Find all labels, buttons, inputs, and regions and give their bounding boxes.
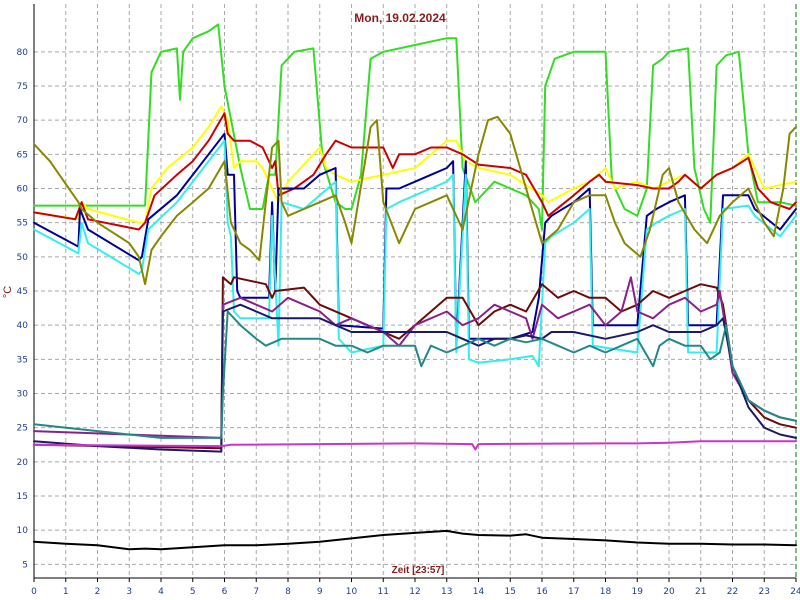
series-line-3 — [33, 112, 797, 231]
x-tick-label: 8 — [285, 587, 291, 597]
x-tick-label: 18 — [600, 587, 612, 597]
series-line-10 — [33, 310, 797, 439]
y-tick-label: 60 — [17, 185, 29, 195]
chart-title: Mon, 19.02.2024 — [354, 11, 446, 25]
y-tick-label: 50 — [17, 253, 29, 263]
x-tick-label: 5 — [190, 587, 196, 597]
x-tick-label: 24 — [790, 587, 800, 597]
series-line-9 — [33, 303, 797, 453]
y-tick-label: 25 — [17, 424, 28, 434]
x-tick-label: 16 — [536, 587, 548, 597]
y-axis-label: °C — [2, 286, 14, 298]
x-axis-label: Zeit [23:57] — [392, 565, 445, 576]
series-line-2 — [33, 105, 797, 224]
y-tick-label: 70 — [17, 116, 29, 126]
x-tick-label: 17 — [568, 587, 579, 597]
y-tick-label: 30 — [17, 390, 29, 400]
series-line-7 — [33, 276, 797, 450]
series-line-1 — [33, 23, 797, 231]
x-tick-label: 0 — [31, 587, 37, 597]
y-tick-label: 10 — [17, 526, 29, 536]
y-tick-label: 20 — [17, 458, 29, 468]
series-line-4 — [33, 132, 797, 347]
x-tick-label: 1 — [63, 587, 69, 597]
y-tick-label: 65 — [17, 150, 28, 160]
x-tick-label: 10 — [346, 587, 358, 597]
y-tick-label: 80 — [17, 48, 29, 58]
x-tick-label: 7 — [253, 587, 259, 597]
y-tick-label: 15 — [17, 492, 28, 502]
series-line-12 — [33, 529, 797, 551]
series-line-6 — [33, 115, 797, 286]
series-line-5 — [33, 139, 797, 368]
x-tick-label: 22 — [727, 587, 738, 597]
axes — [33, 4, 797, 582]
y-tick-label: 5 — [22, 560, 28, 570]
x-tick-label: 20 — [663, 587, 675, 597]
y-tick-label: 35 — [17, 355, 28, 365]
x-tick-label: 13 — [441, 587, 452, 597]
x-tick-label: 6 — [222, 587, 228, 597]
series-line-8 — [33, 276, 797, 439]
y-tick-label: 45 — [17, 287, 28, 297]
x-tick-label: 3 — [126, 587, 132, 597]
x-tick-label: 11 — [378, 587, 389, 597]
x-tick-label: 4 — [158, 587, 164, 597]
grid — [34, 4, 796, 578]
x-tick-label: 14 — [473, 587, 485, 597]
y-tick-label: 75 — [17, 82, 28, 92]
x-tick-label: 12 — [409, 587, 420, 597]
x-tick-label: 15 — [505, 587, 516, 597]
tick-labels: 0 1 2 3 4 5 6 7 8 9 10 11 12 13 14 15 16 17 18 19 20 21 22 23 24… — [17, 48, 800, 597]
x-tick-label: 9 — [317, 587, 323, 597]
y-tick-label: 55 — [17, 219, 28, 229]
series-group — [33, 23, 797, 551]
x-tick-label: 19 — [632, 587, 644, 597]
y-tick-label: 40 — [17, 321, 29, 331]
x-tick-label: 23 — [759, 587, 770, 597]
x-tick-label: 2 — [95, 587, 101, 597]
series-line-11 — [33, 440, 797, 451]
x-tick-label: 21 — [695, 587, 706, 597]
